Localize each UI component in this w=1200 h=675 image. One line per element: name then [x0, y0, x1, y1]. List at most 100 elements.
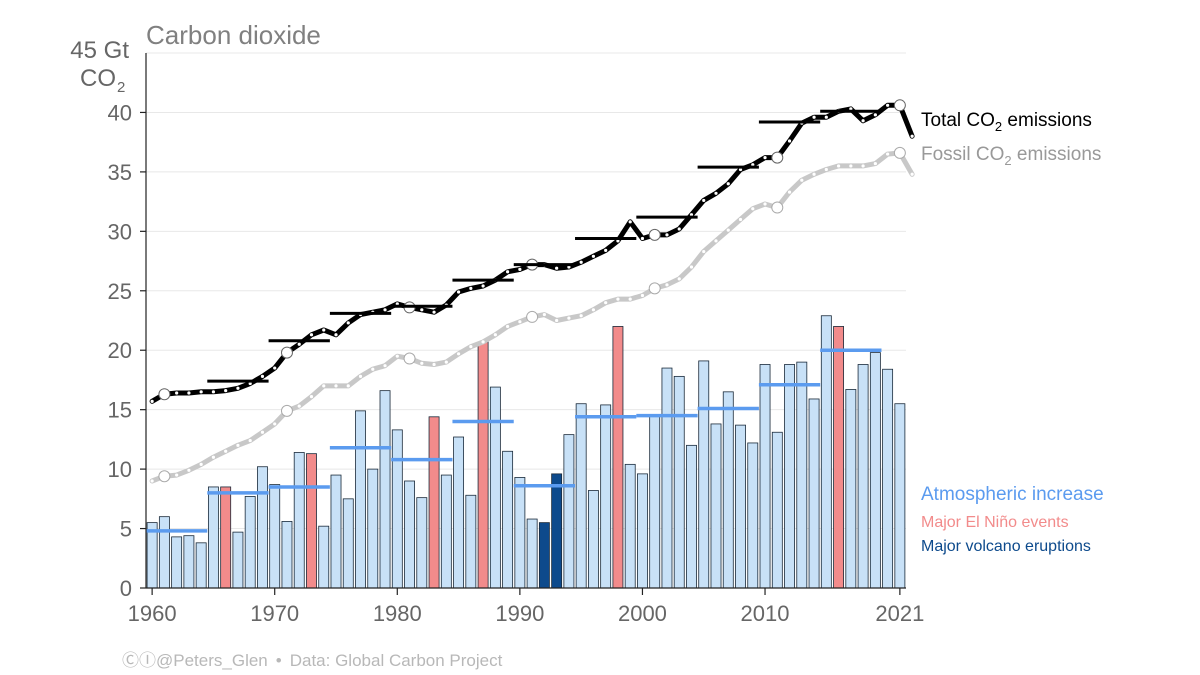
- fossil-point-1961: [175, 473, 179, 477]
- total-point-1996: [604, 248, 608, 252]
- bar-1990: [526, 518, 538, 589]
- fossil-point-2002: [677, 277, 681, 281]
- emissions-decade-averages: [207, 109, 882, 383]
- bar-2009: [759, 364, 771, 589]
- fossil-point-1967: [248, 438, 252, 443]
- total-marker-2020: [893, 99, 906, 112]
- bar-1999: [637, 473, 648, 589]
- total-point-1988: [506, 270, 510, 274]
- fossil-point-1959: [150, 479, 154, 483]
- fossil-point-1975: [346, 384, 350, 388]
- fossil-point-1998: [628, 297, 632, 301]
- total-marker-2000: [648, 228, 661, 241]
- fossil-point-1989: [518, 320, 522, 324]
- fossil-point-1964: [211, 455, 216, 459]
- bar-1989: [514, 477, 526, 589]
- bar-1962: [183, 535, 195, 589]
- fossil-point-1963: [199, 462, 203, 466]
- fossil-point-2016: [849, 164, 853, 168]
- bar-1987: [489, 386, 501, 589]
- bar-2010: [771, 431, 783, 589]
- total-point-2016: [849, 107, 853, 111]
- bar-1976: [355, 410, 366, 589]
- total-point-1963: [199, 390, 203, 394]
- legend-volcano: Major volcano eruptions: [921, 538, 1091, 555]
- bar-1963: [195, 542, 207, 589]
- total-point-2019: [886, 103, 890, 107]
- fossil-point-1977: [371, 367, 375, 371]
- x-tick-label-1980: 1980: [373, 601, 422, 626]
- bar-1985: [465, 494, 477, 589]
- total-point-1971: [297, 342, 301, 346]
- bar-1973: [318, 525, 330, 589]
- bar-1991: [538, 522, 550, 589]
- total-point-undefined: [0, 117, 2, 122]
- bar-1996: [600, 404, 612, 589]
- total-point-1969: [273, 366, 277, 370]
- fossil-marker-2020: [893, 146, 906, 159]
- fossil-point-2009: [763, 202, 767, 206]
- fossil-point-1995: [591, 308, 596, 312]
- legend-total-sub: 2: [995, 119, 1002, 134]
- total-point-1972: [309, 333, 314, 337]
- y-axis-unit-text: CO: [80, 65, 116, 92]
- fossil-point-1966: [236, 443, 240, 447]
- footer-credit: ⒸⒾ@Peters_Glen • Data: Global Carbon Proje…: [122, 651, 503, 670]
- total-point-2003: [689, 213, 694, 217]
- y-tick-label-0: 0: [120, 576, 132, 601]
- y-tick-label-15: 15: [108, 398, 132, 423]
- x-tick-label-2000: 2000: [618, 601, 667, 626]
- fossil-point-2019: [886, 152, 890, 156]
- fossil-point-2013: [812, 172, 816, 176]
- bar-2020: [894, 403, 906, 589]
- total-point-1962: [187, 391, 191, 395]
- bar-2007: [735, 424, 746, 589]
- bar-1974: [330, 474, 342, 589]
- fossil-point-1996: [604, 301, 608, 305]
- fossil-marker-1960: [158, 470, 171, 483]
- bar-1967: [244, 496, 256, 589]
- atmospheric-decade-averages: [146, 348, 882, 533]
- fossil-point-2011: [787, 190, 792, 194]
- bar-1997: [612, 326, 624, 589]
- legend-total-emissions: Total CO2 emissions: [921, 110, 1092, 134]
- bar-2011: [784, 364, 795, 589]
- legend: Total CO2 emissions Fossil CO2 emissions…: [921, 110, 1104, 555]
- bar-1970: [281, 521, 293, 589]
- bar-2002: [673, 375, 685, 589]
- total-point-1995: [591, 254, 596, 258]
- fossil-point-1974: [334, 384, 338, 388]
- axes: 0 5 10 15 20 25 30 35 40 1960 1970 1980 1990 2000 2010…: [108, 53, 924, 626]
- total-point-1974: [334, 333, 338, 337]
- total-point-1981: [420, 308, 424, 312]
- bar-1969: [269, 484, 281, 589]
- total-point-1985: [469, 286, 473, 290]
- fossil-marker-2000: [648, 282, 661, 295]
- y-tick-label-40: 40: [108, 100, 132, 125]
- fossil-point-1971: [297, 404, 301, 408]
- x-tick-label-1990: 1990: [495, 601, 544, 626]
- fossil-point-1965: [224, 449, 228, 453]
- total-point-1993: [567, 265, 571, 269]
- bar-1968: [257, 466, 268, 589]
- fossil-point-2005: [714, 239, 718, 243]
- fossil-point-1985: [469, 345, 473, 349]
- y-axis-label-unit: CO: [80, 65, 116, 92]
- fossil-point-1984: [456, 352, 461, 356]
- total-point-2013: [812, 115, 816, 119]
- bar-1978: [379, 390, 391, 589]
- legend-total-suffix: emissions: [1002, 110, 1092, 131]
- total-point-2017: [861, 119, 865, 123]
- total-point-2011: [787, 139, 792, 143]
- bar-1965: [220, 486, 232, 589]
- bar-1971: [293, 452, 305, 589]
- bar-1960: [158, 516, 170, 589]
- y-tick-label-20: 20: [108, 338, 132, 363]
- fossil-marker-1990: [526, 310, 539, 323]
- total-point-1997: [616, 239, 620, 243]
- total-point-1973: [322, 328, 326, 332]
- total-point-2021: [910, 134, 914, 138]
- fossil-point-2018: [873, 161, 877, 166]
- bar-1977: [367, 468, 379, 589]
